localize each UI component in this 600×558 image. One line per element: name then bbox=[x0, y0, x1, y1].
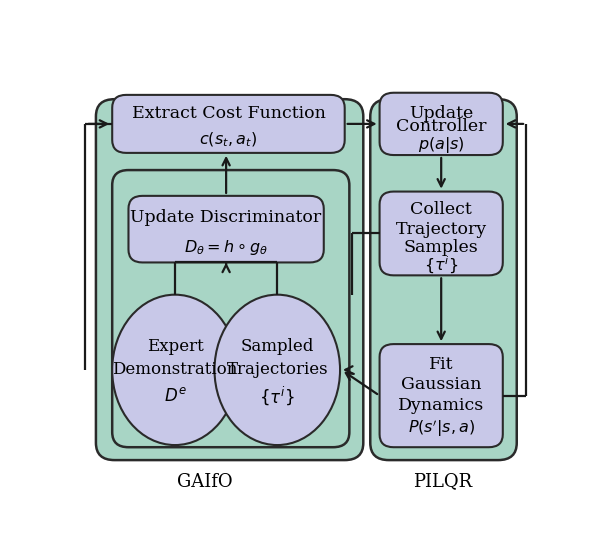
Text: Trajectory: Trajectory bbox=[395, 220, 487, 238]
Text: Fit: Fit bbox=[429, 356, 454, 373]
Text: Demonstration: Demonstration bbox=[112, 362, 238, 378]
Text: $\{\tau^i\}$: $\{\tau^i\}$ bbox=[424, 255, 458, 276]
Text: $\{\tau^i\}$: $\{\tau^i\}$ bbox=[259, 384, 295, 407]
Text: Samples: Samples bbox=[404, 239, 479, 256]
Ellipse shape bbox=[112, 295, 238, 445]
Text: Gaussian: Gaussian bbox=[401, 377, 481, 393]
Text: Trajectories: Trajectories bbox=[226, 362, 328, 378]
FancyBboxPatch shape bbox=[96, 99, 364, 460]
Text: $p(a|s)$: $p(a|s)$ bbox=[418, 134, 464, 155]
FancyBboxPatch shape bbox=[370, 99, 517, 460]
Text: $D^e$: $D^e$ bbox=[164, 387, 187, 405]
Text: Dynamics: Dynamics bbox=[398, 397, 484, 413]
FancyBboxPatch shape bbox=[128, 196, 324, 262]
FancyBboxPatch shape bbox=[380, 191, 503, 275]
Text: Extract Cost Function: Extract Cost Function bbox=[131, 105, 325, 122]
Text: Collect: Collect bbox=[410, 201, 472, 218]
FancyBboxPatch shape bbox=[380, 344, 503, 447]
Text: Update: Update bbox=[409, 105, 473, 122]
Text: Sampled: Sampled bbox=[241, 338, 314, 355]
FancyBboxPatch shape bbox=[112, 170, 349, 447]
Text: PILQR: PILQR bbox=[413, 473, 472, 490]
Text: Expert: Expert bbox=[146, 338, 203, 355]
FancyBboxPatch shape bbox=[112, 95, 344, 153]
Text: Update Discriminator: Update Discriminator bbox=[131, 209, 322, 225]
Text: $P(s'|s, a)$: $P(s'|s, a)$ bbox=[407, 417, 475, 439]
Text: $D_\theta = h \circ g_\theta$: $D_\theta = h \circ g_\theta$ bbox=[184, 238, 268, 257]
Text: Controller: Controller bbox=[396, 118, 487, 134]
Ellipse shape bbox=[215, 295, 340, 445]
Text: GAIfO: GAIfO bbox=[178, 473, 233, 490]
Text: $c(s_t, a_t)$: $c(s_t, a_t)$ bbox=[199, 131, 257, 150]
FancyBboxPatch shape bbox=[380, 93, 503, 155]
